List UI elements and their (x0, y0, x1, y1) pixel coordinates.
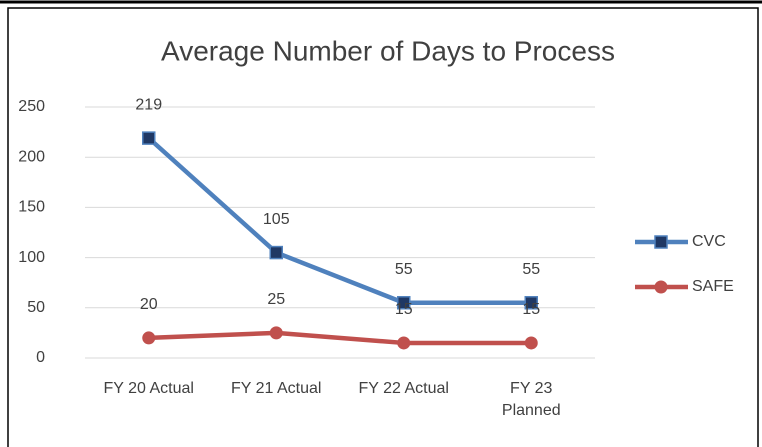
chart-title: Average Number of Days to Process (161, 35, 615, 66)
marker (397, 296, 411, 310)
marker (397, 336, 411, 350)
data-label: 105 (263, 211, 290, 228)
legend-marker (654, 280, 668, 294)
y-tick-label: 150 (18, 199, 45, 216)
x-tick-label: FY 22 Actual (358, 380, 449, 397)
x-tick-label: FY 23 Planned (501, 380, 561, 419)
data-label: 55 (395, 261, 413, 278)
data-label: 25 (267, 291, 285, 308)
marker (269, 326, 283, 340)
data-label: 219 (135, 96, 162, 113)
data-label: 55 (522, 261, 540, 278)
data-label: 20 (140, 296, 158, 313)
marker (142, 131, 156, 145)
y-tick-label: 250 (18, 98, 45, 115)
series-line (147, 136, 532, 306)
marker (269, 245, 283, 260)
marker (142, 331, 156, 345)
legend-marker (654, 235, 668, 249)
legend-label: CVC (692, 233, 726, 250)
frame (7, 7, 759, 447)
y-tick-label: 200 (18, 148, 45, 165)
y-tick-label: 50 (27, 299, 45, 316)
series-line (148, 330, 532, 346)
data-label: 15 (522, 301, 540, 318)
x-tick-label: FY 21 Actual (231, 380, 322, 397)
marker (524, 336, 538, 350)
marker (524, 296, 538, 310)
y-tick-label: 0 (36, 349, 45, 366)
data-label: 15 (395, 301, 413, 318)
legend-label: SAFE (692, 278, 734, 295)
x-tick-label: FY 20 Actual (103, 380, 194, 397)
y-tick-label: 100 (18, 249, 45, 266)
